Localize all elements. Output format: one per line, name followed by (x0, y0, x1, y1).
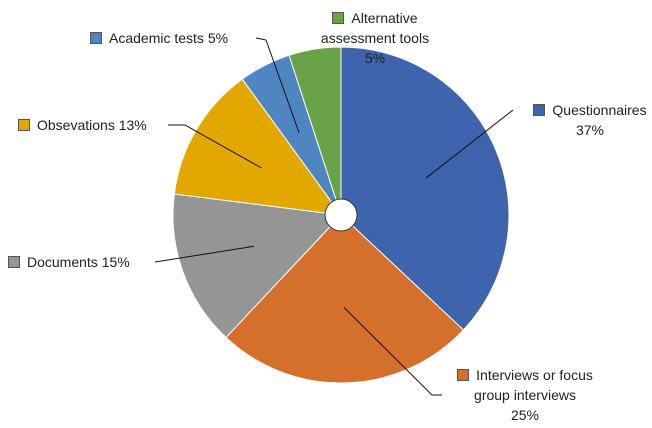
category-label: Questionnaires (552, 102, 647, 118)
value-label: 15% (101, 254, 130, 270)
category-label: Documents (27, 254, 98, 270)
value-label: 13% (118, 117, 147, 133)
category-label: Obsevations (37, 117, 115, 133)
pie-slice (173, 78, 343, 216)
slice-label: Documents 15% (8, 252, 168, 272)
leader-line (154, 245, 255, 263)
legend-swatch (8, 256, 20, 268)
category-label: Academic tests (109, 30, 204, 46)
value-label: 5% (364, 50, 386, 66)
slice-label: Academic tests 5% (90, 28, 270, 48)
legend-swatch (533, 104, 546, 116)
pie-slice (340, 46, 510, 331)
category-label: Interviews or focus group interviews (474, 367, 593, 403)
leader-line (255, 37, 300, 133)
pie-slice (172, 193, 343, 339)
value-label: 25% (510, 407, 540, 423)
legend-swatch (332, 12, 345, 24)
slice-label: Obsevations 13% (18, 115, 188, 135)
center-hole (324, 198, 358, 232)
leader-line (425, 109, 514, 179)
pie-slice (225, 214, 465, 384)
slice-label: Alternative assessment tools 5% (300, 8, 450, 68)
value-label: 5% (207, 30, 229, 46)
pie-slice (288, 46, 342, 216)
leader-line (343, 306, 442, 396)
legend-swatch (90, 32, 102, 44)
value-label: 37% (575, 122, 605, 138)
legend-swatch (18, 119, 30, 131)
category-label: Alternative assessment tools (320, 10, 430, 46)
slice-label: Questionnaires 37% (515, 100, 652, 140)
leader-line (168, 124, 262, 169)
slice-label: Interviews or focus group interviews 25% (440, 365, 610, 425)
legend-swatch (457, 369, 470, 381)
